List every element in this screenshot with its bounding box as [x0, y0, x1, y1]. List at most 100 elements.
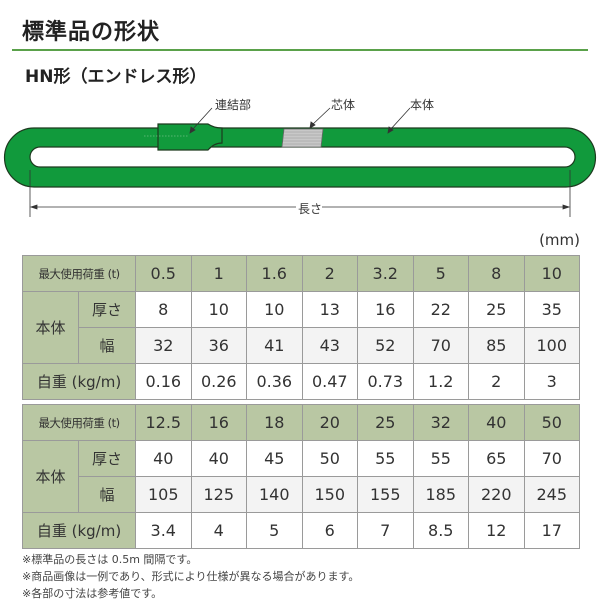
label-body: 本体 — [410, 98, 435, 112]
row-label-thickness: 厚さ — [77, 291, 137, 328]
weight-cell: 12 — [468, 512, 525, 549]
notes: ※標準品の長さは 0.5m 間隔です。 ※商品画像は一例であり、形式により仕様が… — [22, 551, 359, 602]
load-cell: 32 — [412, 404, 470, 441]
row-label-weight: 自重 (kg/m) — [21, 363, 137, 400]
weight-cell: 4 — [190, 512, 248, 549]
thickness-cell: 16 — [357, 291, 414, 328]
weight-cell: 2 — [468, 363, 525, 400]
label-core: 芯体 — [331, 98, 356, 112]
thickness-cell: 70 — [523, 440, 581, 477]
weight-cell: 3 — [523, 363, 581, 400]
thickness-cell: 13 — [301, 291, 359, 328]
load-cell: 12.5 — [135, 404, 192, 441]
spec-table-1: 最大使用荷重 (t) 0.5 1 1.6 2 3.2 5 8 10 本体 厚さ 8 10 10 13 16 22… — [21, 255, 581, 400]
thickness-cell: 35 — [523, 291, 581, 328]
page-title: 標準品の形状 — [22, 20, 161, 45]
sling-core — [281, 128, 324, 148]
weight-cell: 7 — [357, 512, 414, 549]
load-cell: 20 — [301, 404, 359, 441]
note: ※商品画像は一例であり、形式により仕様が異なる場合があります。 — [22, 570, 360, 583]
row-label-body: 本体 — [22, 440, 79, 513]
load-cell: 10 — [523, 255, 581, 292]
width-cell: 150 — [301, 476, 359, 513]
table-row-load: 最大使用荷重 (t) 0.5 1 1.6 2 3.2 5 8 10 — [21, 255, 581, 292]
weight-cell: 6 — [301, 512, 359, 549]
label-joint: 連結部 — [215, 98, 252, 112]
width-cell: 220 — [468, 476, 525, 513]
table-row-width: 幅 32 36 41 43 52 70 85 100 — [23, 327, 581, 364]
load-cell: 3.2 — [357, 255, 414, 292]
weight-cell: 8.5 — [412, 512, 470, 549]
weight-cell: 3.4 — [135, 512, 192, 549]
leader-lines — [189, 107, 411, 134]
table-row-weight: 自重 (kg/m) 3.4 4 5 6 7 8.5 12 17 — [21, 512, 581, 549]
thickness-cell: 40 — [190, 440, 248, 477]
load-cell: 1 — [190, 255, 248, 292]
load-cell: 25 — [357, 404, 414, 441]
table-row-thickness: 本体 厚さ 8 10 10 13 16 22 25 35 — [22, 291, 581, 364]
weight-cell: 5 — [246, 512, 303, 549]
note: ※各部の寸法は参考値です。 — [22, 587, 163, 600]
section-subtitle: HN形（エンドレス形） — [25, 67, 207, 87]
sling-diagram — [3, 107, 597, 217]
weight-cell: 1.2 — [412, 363, 470, 400]
weight-cell: 0.36 — [246, 363, 303, 400]
load-cell: 0.5 — [135, 255, 192, 292]
row-label-body: 本体 — [22, 291, 79, 364]
load-cell: 40 — [468, 404, 525, 441]
thickness-cell: 8 — [135, 291, 192, 328]
table-row-load: 最大使用荷重 (t) 12.5 16 18 20 25 32 40 50 — [21, 404, 581, 441]
width-cell: 85 — [468, 327, 525, 364]
thickness-cell: 50 — [301, 440, 359, 477]
row-label-width: 幅 — [77, 327, 137, 364]
width-cell: 185 — [412, 476, 470, 513]
load-cell: 8 — [468, 255, 525, 292]
sling-joint — [157, 123, 223, 151]
row-label-width: 幅 — [77, 476, 137, 513]
weight-cell: 0.16 — [135, 363, 192, 400]
width-cell: 245 — [523, 476, 581, 513]
load-cell: 5 — [412, 255, 470, 292]
width-cell: 155 — [357, 476, 414, 513]
load-cell: 16 — [190, 404, 248, 441]
label-length: 長さ — [298, 202, 323, 216]
thickness-cell: 65 — [468, 440, 525, 477]
thickness-cell: 25 — [468, 291, 525, 328]
sling-body — [3, 127, 597, 188]
load-cell: 2 — [301, 255, 359, 292]
width-cell: 125 — [190, 476, 248, 513]
unit-label: (mm) — [539, 231, 580, 249]
width-cell: 36 — [190, 327, 248, 364]
weight-cell: 0.26 — [190, 363, 248, 400]
width-cell: 41 — [246, 327, 303, 364]
weight-cell: 0.73 — [357, 363, 414, 400]
load-cell: 18 — [246, 404, 303, 441]
table-row-width: 幅 105 125 140 150 155 185 220 245 — [23, 476, 581, 513]
width-cell: 105 — [135, 476, 192, 513]
thickness-cell: 55 — [357, 440, 414, 477]
width-cell: 43 — [301, 327, 359, 364]
weight-cell: 17 — [523, 512, 581, 549]
title-divider — [12, 49, 588, 51]
row-label-load: 最大使用荷重 (t) — [21, 255, 137, 292]
thickness-cell: 55 — [412, 440, 470, 477]
width-cell: 32 — [135, 327, 192, 364]
note: ※標準品の長さは 0.5m 間隔です。 — [22, 553, 198, 566]
thickness-cell: 22 — [412, 291, 470, 328]
width-cell: 100 — [523, 327, 581, 364]
table-row-weight: 自重 (kg/m) 0.16 0.26 0.36 0.47 0.73 1.2 2 3 — [21, 363, 581, 400]
spec-table-2: 最大使用荷重 (t) 12.5 16 18 20 25 32 40 50 本体 厚さ 40 40 45 50… — [21, 404, 581, 549]
thickness-cell: 10 — [190, 291, 248, 328]
thickness-cell: 45 — [246, 440, 303, 477]
thickness-cell: 40 — [135, 440, 192, 477]
width-cell: 52 — [357, 327, 414, 364]
load-cell: 50 — [523, 404, 581, 441]
width-cell: 140 — [246, 476, 303, 513]
thickness-cell: 10 — [246, 291, 303, 328]
load-cell: 1.6 — [246, 255, 303, 292]
width-cell: 70 — [412, 327, 470, 364]
table-row-thickness: 本体 厚さ 40 40 45 50 55 55 65 70 — [22, 440, 581, 513]
row-label-weight: 自重 (kg/m) — [21, 512, 137, 549]
row-label-load: 最大使用荷重 (t) — [21, 404, 137, 441]
weight-cell: 0.47 — [301, 363, 359, 400]
